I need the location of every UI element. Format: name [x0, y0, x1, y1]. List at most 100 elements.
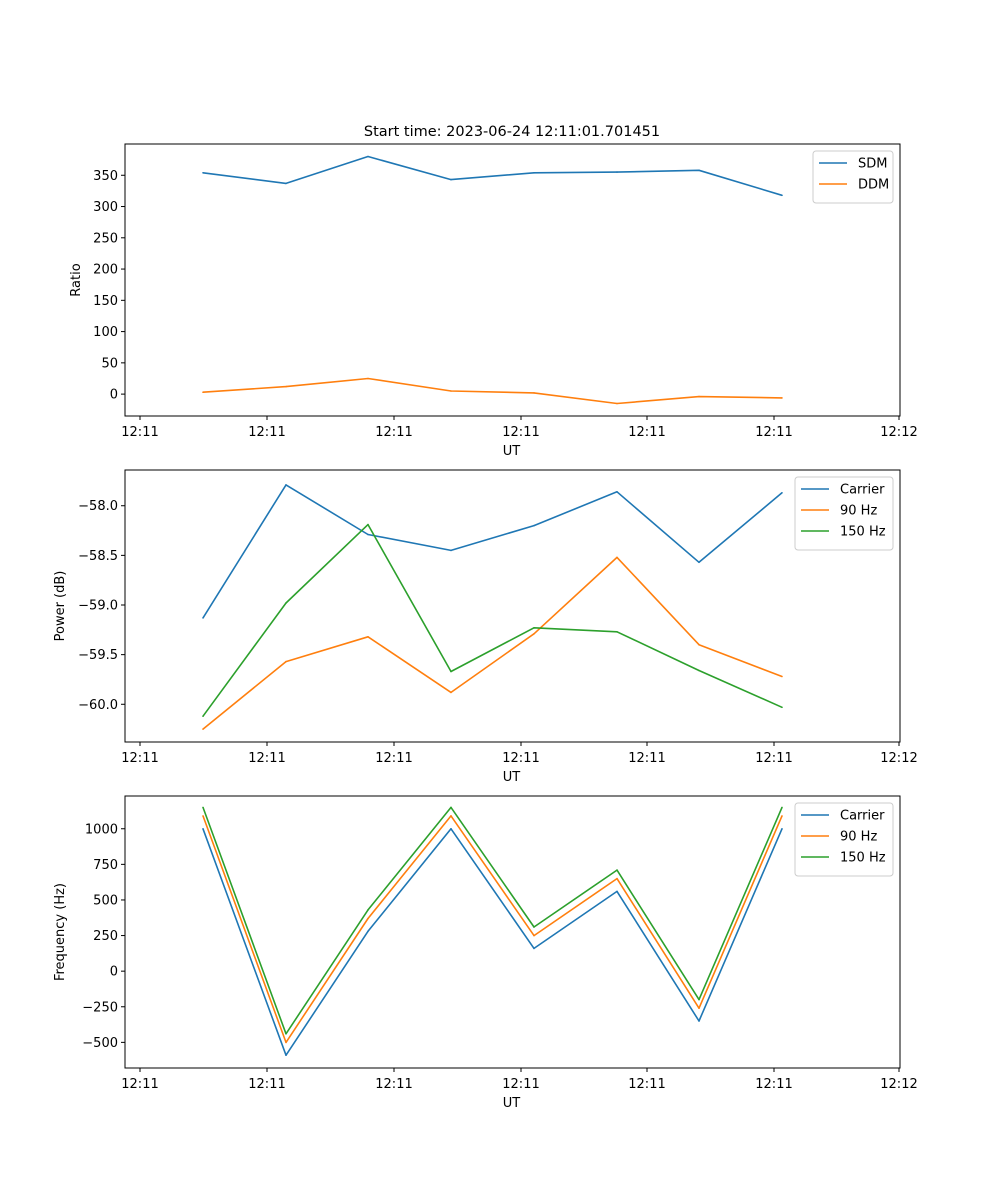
series-line-carrier: [202, 484, 783, 619]
y-tick-label: 350: [93, 169, 118, 184]
data-point-ddm: [202, 391, 204, 394]
y-tick-label: −250: [82, 1000, 118, 1015]
y-tick-label: −59.0: [78, 599, 118, 614]
data-point-90-hz: [367, 636, 369, 638]
subplot-1: 12:11 12:11 12:11 12:11 12:11 12:11 12:12 0 50 10…: [69, 143, 918, 459]
data-point-carrier: [698, 1020, 700, 1022]
legend-box: [812, 150, 894, 204]
series-line-sdm: [202, 155, 783, 197]
data-point-150-hz: [698, 998, 700, 1001]
legend-label-ddm: DDM: [858, 178, 889, 193]
y-tick-label: 1000: [85, 822, 118, 837]
axes-frame: [124, 795, 901, 1069]
x-tick-label: 12:11: [375, 425, 412, 440]
data-point-ddm: [450, 390, 452, 392]
y-axis-label: Ratio: [69, 263, 84, 296]
x-tick-label: 12:11: [375, 751, 412, 766]
data-point-carrier: [781, 828, 783, 830]
x-tick-label: 12:11: [628, 1077, 665, 1092]
data-point-90-hz: [533, 633, 535, 635]
y-tick-label: −59.5: [78, 648, 118, 663]
data-point-carrier: [616, 491, 618, 493]
data-point-150-hz: [367, 523, 369, 526]
data-point-150-hz: [202, 715, 204, 717]
series-line-carrier: [202, 827, 783, 1056]
data-point-150-hz: [367, 909, 369, 911]
data-point-ddm: [533, 392, 535, 394]
legend: SDM DDM: [812, 150, 894, 204]
data-point-90-hz: [450, 815, 452, 817]
data-point-90-hz: [781, 675, 783, 678]
data-point-90-hz: [202, 815, 204, 817]
y-tick-label: 750: [93, 858, 118, 873]
data-point-150-hz: [285, 602, 287, 604]
subplot-3: 12:11 12:11 12:11 12:11 12:11 12:11 12:12 −500 −…: [53, 795, 918, 1111]
data-point-90-hz: [450, 691, 452, 694]
legend-label-150-hz: 150 Hz: [840, 525, 886, 540]
data-point-90-hz: [285, 660, 287, 663]
data-point-sdm: [781, 194, 783, 197]
data-point-sdm: [450, 178, 452, 181]
data-point-ddm: [285, 385, 287, 388]
data-point-150-hz: [781, 806, 783, 809]
x-tick-label: 12:11: [121, 1077, 158, 1092]
data-point-90-hz: [698, 643, 700, 646]
x-tick-label: 12:11: [121, 425, 158, 440]
x-tick-label: 12:11: [628, 425, 665, 440]
data-point-ddm: [367, 377, 369, 380]
data-point-carrier: [202, 828, 204, 830]
y-tick-label: 150: [93, 294, 118, 309]
x-tick-label: 12:11: [248, 1077, 285, 1092]
data-point-ddm: [781, 397, 783, 399]
legend-label-carrier: Carrier: [840, 809, 885, 824]
data-point-carrier: [367, 930, 369, 933]
y-tick-label: 0: [110, 965, 118, 980]
data-point-150-hz: [616, 631, 618, 633]
data-point-carrier: [533, 947, 535, 950]
data-point-150-hz: [533, 926, 535, 928]
x-tick-label: 12:12: [880, 425, 917, 440]
y-tick-label: 50: [101, 356, 118, 371]
data-point-ddm: [616, 402, 618, 405]
data-point-carrier: [450, 549, 452, 552]
data-point-carrier: [202, 617, 204, 619]
figure-title: Start time: 2023-06-24 12:11:01.701451: [364, 124, 660, 140]
data-point-carrier: [285, 484, 287, 486]
series-line-90-hz: [202, 556, 783, 730]
data-point-90-hz: [616, 877, 618, 880]
x-axis-label: UT: [503, 444, 521, 459]
axes-frame: [124, 469, 901, 743]
data-point-150-hz: [202, 806, 204, 809]
x-tick-label: 12:11: [248, 751, 285, 766]
data-point-90-hz: [781, 815, 783, 817]
x-tick-label: 12:11: [502, 425, 539, 440]
legend-label-150-hz: 150 Hz: [840, 851, 886, 866]
x-tick-label: 12:11: [121, 751, 158, 766]
series-line-ddm: [202, 377, 783, 405]
data-point-150-hz: [285, 1033, 287, 1035]
y-tick-label: −58.0: [78, 499, 118, 514]
series-line-90-hz: [202, 815, 783, 1044]
x-tick-label: 12:11: [755, 1077, 792, 1092]
data-point-150-hz: [616, 869, 618, 871]
x-axis-label: UT: [503, 770, 521, 785]
data-point-sdm: [533, 172, 535, 174]
x-tick-label: 12:11: [628, 751, 665, 766]
y-tick-label: 500: [93, 893, 118, 908]
data-point-150-hz: [533, 627, 535, 629]
data-point-sdm: [698, 169, 700, 172]
subplots: 12:11 12:11 12:11 12:11 12:11 12:11 12:12 0 50 10…: [53, 143, 918, 1111]
y-tick-label: −60.0: [78, 698, 118, 713]
data-point-sdm: [616, 171, 618, 173]
x-tick-label: 12:12: [880, 751, 917, 766]
y-axis-label: Power (dB): [53, 571, 68, 642]
y-axis-label: Frequency (Hz): [53, 883, 68, 981]
x-tick-label: 12:11: [502, 751, 539, 766]
data-point-150-hz: [698, 669, 700, 672]
series-line-150-hz: [202, 806, 783, 1035]
data-point-150-hz: [450, 670, 452, 673]
data-point-90-hz: [533, 934, 535, 937]
legend-label-sdm: SDM: [858, 157, 887, 172]
x-tick-label: 12:11: [755, 425, 792, 440]
